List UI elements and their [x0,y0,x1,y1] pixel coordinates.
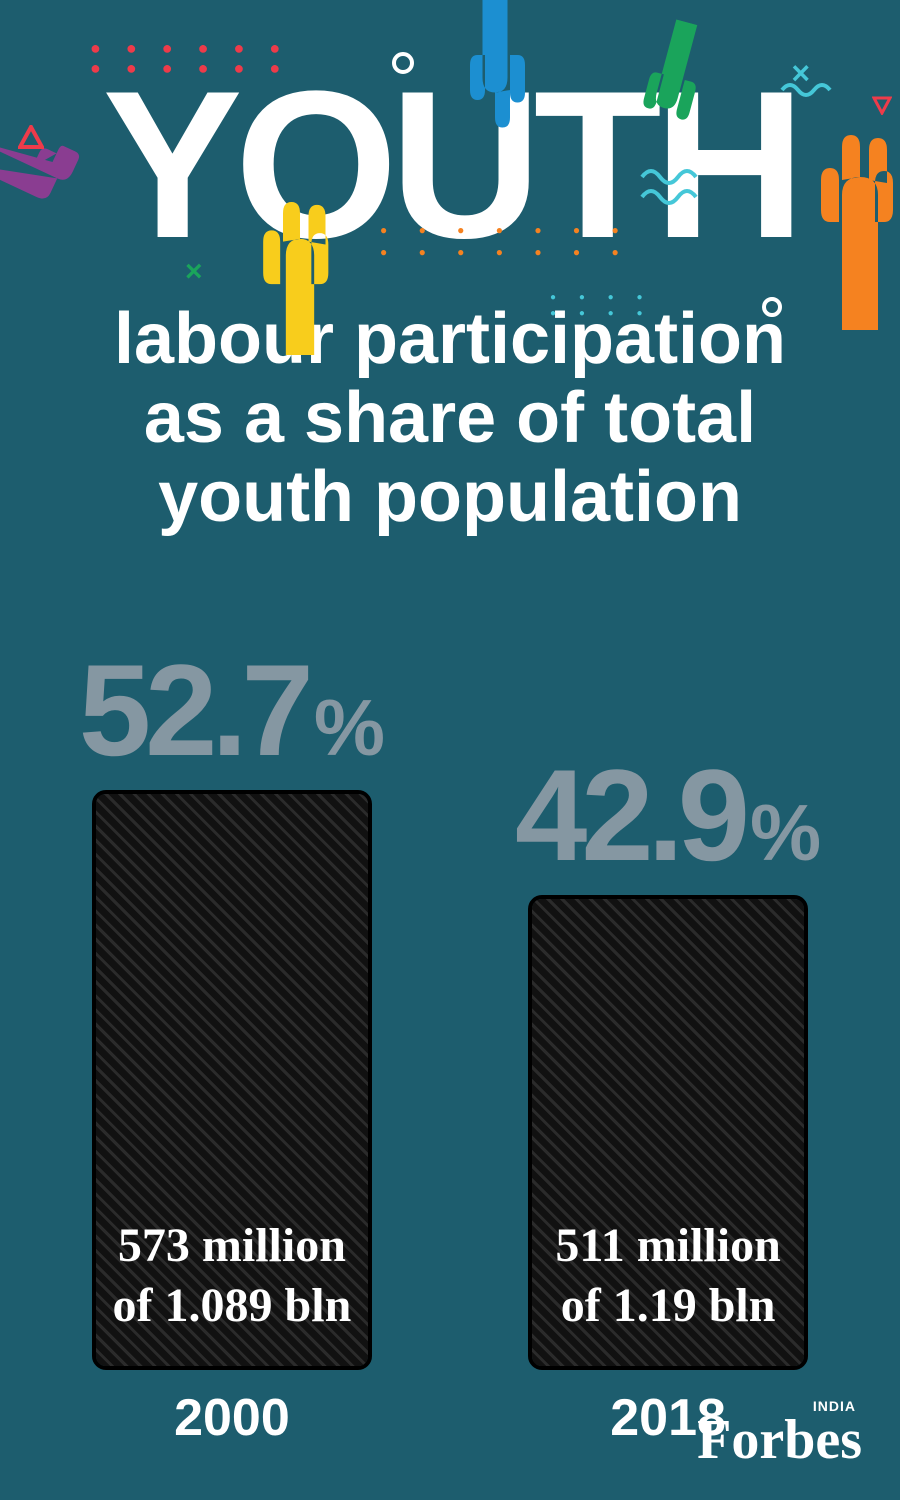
pct-symbol: % [750,787,821,879]
bar-pct-label: 52.7 % [79,635,385,785]
hand-yellow [235,185,365,355]
detail-line-1: 511 million [555,1216,780,1276]
bar-rect: 573 million of 1.089 bln [92,790,372,1370]
hand-orange [800,120,900,330]
bar-detail-text: 573 million of 1.089 bln [113,1216,352,1336]
pct-value: 42.9 [515,740,744,890]
deco-circle-1 [390,50,416,76]
deco-wave-cyan-2 [640,165,710,185]
deco-red-dots-1: ● ● ● ● ● ● [90,38,290,59]
footer-logo: INDIA Forbes [697,1398,862,1472]
deco-cyan-x: × [791,55,810,92]
deco-orange-dots: ● ● ● ● ● ● ●● ● ● ● ● ● ● [380,220,633,263]
header-graphic: YOUTH ● ● ● ● ● ● ● ● ● ● ● ● × ● ● ● ● … [0,0,900,320]
footer-big-text: Forbes [697,1408,862,1472]
pct-symbol: % [314,682,385,774]
detail-line-2: of 1.089 bln [113,1276,352,1336]
deco-triangle-2 [872,95,892,115]
pct-value: 52.7 [79,635,308,785]
deco-red-dots-2: ● ● ● ● ● ● [90,58,290,79]
bar-pct-label: 42.9 % [515,740,821,890]
bar-group-2018: 42.9 % 511 million of 1.19 bln 2018 [515,740,821,1448]
hand-blue [440,0,550,140]
detail-line-1: 573 million [113,1216,352,1276]
bar-year-label: 2000 [174,1388,290,1448]
detail-line-2: of 1.19 bln [555,1276,780,1336]
deco-wave-cyan-1 [780,80,840,98]
subtitle: labour participation as a share of total… [0,300,900,538]
deco-cyan-dots: ● ● ● ●● ● ● ● [550,290,653,322]
deco-wave-cyan-3 [640,185,710,205]
bar-detail-text: 511 million of 1.19 bln [555,1216,780,1336]
bar-rect: 511 million of 1.19 bln [528,895,808,1370]
bar-chart: 52.7 % 573 million of 1.089 bln 2000 42.… [0,598,900,1448]
deco-circle-2 [760,295,784,319]
bar-group-2000: 52.7 % 573 million of 1.089 bln 2000 [79,635,385,1448]
deco-triangle [18,125,44,151]
deco-green-x: × [185,255,203,289]
